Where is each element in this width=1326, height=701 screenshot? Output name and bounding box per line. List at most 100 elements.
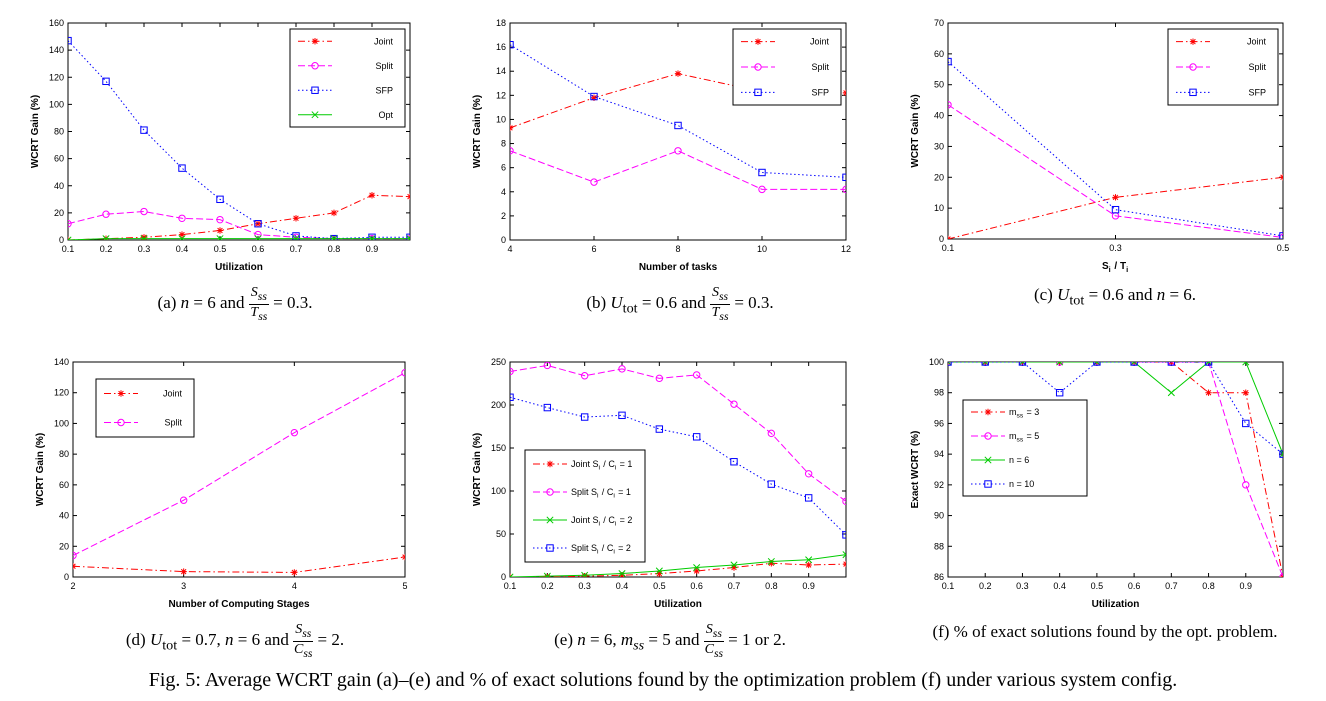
y-tick-label-b: 18 <box>496 18 506 28</box>
data-point-a-0 <box>140 234 148 240</box>
series-line-a-1 <box>68 211 410 240</box>
series-e-2 <box>510 551 846 577</box>
data-point-e-2 <box>581 571 589 577</box>
legend-label-f-2: n = 6 <box>1009 455 1029 465</box>
y-tick-label-a: 60 <box>54 154 64 164</box>
x-tick-label-c: 0.3 <box>1109 243 1122 253</box>
figure-caption: Fig. 5: Average WCRT gain (a)–(e) and % … <box>148 669 1178 691</box>
y-tick-label-c: 60 <box>934 49 944 59</box>
chart-a: 0.1 0.2 0.3 0.4 0.5 0.6 0.7 0.8 0.9 0 20 40 60 80 100 1… <box>30 18 411 273</box>
data-point-e-2 <box>543 572 551 577</box>
data-point-e-0 <box>618 572 626 577</box>
x-tick-label-b: 6 <box>591 244 596 254</box>
legend-label-c-0: Joint <box>1247 37 1267 47</box>
legend-label-f-0: mss = 3 <box>1009 407 1039 420</box>
series-e-3 <box>510 393 846 539</box>
data-point-e-0 <box>730 564 738 571</box>
data-point-e-3 <box>580 413 589 421</box>
series-line-c-1 <box>948 104 1283 238</box>
x-tick-label-c: 0.5 <box>1277 243 1290 253</box>
data-point-e-1 <box>842 497 846 506</box>
data-point-a-3 <box>178 235 186 240</box>
data-point-e-3 <box>767 480 776 488</box>
y-tick-label-f: 90 <box>934 511 944 521</box>
series-e-0 <box>510 560 846 577</box>
data-point-f-2 <box>1242 362 1250 366</box>
series-f-0 <box>948 362 1283 577</box>
y-tick-label-e: 50 <box>496 529 506 539</box>
data-point-f-2 <box>1279 450 1283 458</box>
data-point-b-2 <box>590 92 598 101</box>
x-tick-label-a: 0.7 <box>290 244 303 254</box>
data-point-a-0 <box>254 220 262 227</box>
y-tick-label-b: 14 <box>496 66 506 76</box>
x-tick-label-d: 3 <box>181 581 186 591</box>
data-point-a-2 <box>368 233 376 240</box>
y-tick-label-e: 200 <box>491 400 506 410</box>
data-point-f-3 <box>1204 362 1213 366</box>
y-tick-label-e: 0 <box>501 572 506 582</box>
x-tick-label-e: 0.4 <box>616 581 629 591</box>
legend-marker-d-0 <box>117 390 125 397</box>
legend-label-b-0: Joint <box>810 37 830 47</box>
y-tick-label-f: 100 <box>929 357 944 367</box>
y-tick-label-b: 4 <box>501 187 506 197</box>
data-point-b-1 <box>758 185 766 194</box>
data-point-e-1 <box>655 374 664 383</box>
legend-marker-b-1 <box>754 63 762 71</box>
y-tick-label-f: 94 <box>934 449 944 459</box>
data-point-b-1 <box>510 147 514 155</box>
data-point-a-2 <box>216 195 224 204</box>
data-point-b-2 <box>758 168 766 177</box>
y-axis-label-f: Exact WCRT (%) <box>910 431 921 509</box>
data-point-a-3 <box>292 235 300 240</box>
y-tick-label-f: 98 <box>934 388 944 398</box>
caption-f: (f) % of exact solutions found by the op… <box>932 622 1278 641</box>
legend-label-c-2: SFP <box>1248 87 1266 97</box>
legend-box-a <box>289 28 406 128</box>
data-point-f-2 <box>1130 362 1138 366</box>
data-point-c-0 <box>948 235 952 239</box>
data-point-a-2 <box>102 77 110 86</box>
y-tick-label-a: 80 <box>54 127 64 137</box>
x-tick-label-f: 0.7 <box>1165 581 1178 591</box>
data-point-a-2 <box>254 220 262 228</box>
y-tick-label-d: 40 <box>59 511 69 521</box>
legend-marker-f-0 <box>984 408 992 416</box>
x-tick-label-b: 4 <box>507 244 512 254</box>
y-tick-label-a: 40 <box>54 181 64 191</box>
chart-e: 0.1 0.2 0.3 0.4 0.5 0.6 0.7 0.8 0.9 0 50 100 150 200 2… <box>472 357 847 610</box>
data-point-b-0 <box>510 124 514 132</box>
data-point-c-0 <box>1279 174 1283 181</box>
x-tick-label-e: 0.3 <box>578 581 591 591</box>
data-point-a-1 <box>254 230 262 239</box>
x-axis-label-a: Utilization <box>215 262 263 273</box>
x-tick-label-f: 0.1 <box>942 581 955 591</box>
series-line-d-0 <box>73 556 405 573</box>
data-point-e-0 <box>768 560 775 567</box>
data-point-a-3 <box>102 235 110 240</box>
y-tick-label-f: 92 <box>934 480 944 490</box>
legend-marker-e-3 <box>546 544 554 552</box>
legend-marker-f-3 <box>984 480 992 488</box>
y-tick-label-a: 140 <box>49 45 64 55</box>
y-axis-label-d: WCRT Gain (%) <box>35 433 46 506</box>
x-tick-label-b: 10 <box>757 244 767 254</box>
data-point-f-3 <box>1130 362 1138 366</box>
legend-marker-e-0 <box>546 460 554 468</box>
y-tick-label-b: 2 <box>501 211 506 221</box>
series-line-e-0 <box>510 562 846 577</box>
data-point-e-2 <box>693 563 701 572</box>
y-tick-label-d: 120 <box>54 388 69 398</box>
caption-c: (c) Utot = 0.6 and n = 6. <box>1033 285 1197 309</box>
data-point-f-0 <box>1205 389 1212 396</box>
series-line-d-1 <box>73 372 405 556</box>
data-point-e-0 <box>693 567 700 575</box>
legend-b: Joint Split SFP <box>732 28 842 106</box>
legend-marker-f-1 <box>984 432 992 440</box>
y-tick-label-d: 140 <box>54 357 69 367</box>
legend-marker-b-0 <box>754 38 762 45</box>
data-point-d-1 <box>290 428 299 437</box>
data-point-a-3 <box>330 235 338 240</box>
data-point-e-0 <box>656 570 663 577</box>
